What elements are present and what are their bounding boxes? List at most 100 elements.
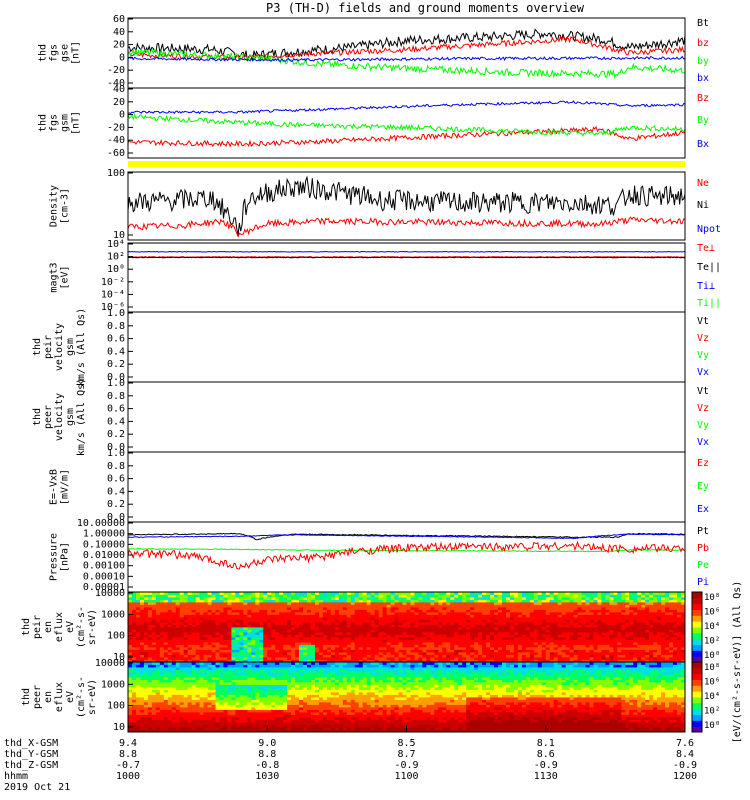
heatmap-cell xyxy=(187,614,193,618)
heatmap-cell xyxy=(139,599,145,603)
heatmap-cell xyxy=(430,659,435,663)
heatmap-cell xyxy=(581,604,586,608)
heatmap-cell xyxy=(557,609,563,613)
heatmap-cell xyxy=(159,674,165,678)
heatmap-cell xyxy=(458,607,463,610)
heatmap-cell xyxy=(597,659,602,663)
quality-flag-bar xyxy=(128,161,685,167)
heatmap-cell xyxy=(665,614,670,618)
heatmap-cell xyxy=(354,594,360,598)
heatmap-cell xyxy=(549,607,555,610)
heatmap-cell xyxy=(139,669,145,673)
heatmap-cell xyxy=(342,659,348,663)
heatmap-cell xyxy=(450,604,455,608)
heatmap-cell xyxy=(318,629,324,633)
heatmap-cell xyxy=(255,627,260,630)
heatmap-cell xyxy=(167,602,173,605)
heatmap-cell xyxy=(195,722,201,725)
heatmap-cell xyxy=(621,599,626,603)
heatmap-cell xyxy=(147,674,153,678)
heatmap-cell xyxy=(159,607,165,610)
heatmap-cell xyxy=(374,654,380,658)
heatmap-cell xyxy=(434,657,439,660)
y-tick-label: 0.00010 xyxy=(83,571,125,582)
heatmap-cell xyxy=(513,647,519,650)
heatmap-cell xyxy=(267,644,272,648)
heatmap-cell xyxy=(203,647,208,650)
heatmap-cell xyxy=(494,634,499,638)
panel-frame xyxy=(127,521,686,593)
heatmap-cell xyxy=(577,659,582,663)
heatmap-cell xyxy=(450,659,455,663)
heatmap-cell xyxy=(199,712,204,715)
heatmap-cell xyxy=(314,657,320,660)
heatmap-cell xyxy=(139,652,145,655)
heatmap-cell xyxy=(629,612,634,615)
heatmap-cell xyxy=(318,642,324,645)
y-axis-label: peer xyxy=(43,405,54,429)
heatmap-cell xyxy=(633,637,638,640)
heatmap-cell xyxy=(366,634,372,638)
y-tick-label: 1.0 xyxy=(107,378,125,389)
heatmap-cell xyxy=(239,714,244,718)
heatmap-cell xyxy=(243,684,248,688)
heatmap-cell xyxy=(143,634,149,638)
heatmap-cell xyxy=(633,594,638,598)
heatmap-cell xyxy=(330,642,336,645)
heatmap-cell xyxy=(334,612,340,615)
heatmap-cell xyxy=(569,609,574,613)
heatmap-cell xyxy=(498,649,503,653)
heatmap-cell xyxy=(227,627,232,630)
heatmap-cell xyxy=(661,612,666,615)
heatmap-cell xyxy=(215,677,220,680)
heatmap-cell xyxy=(509,654,515,658)
heatmap-cell xyxy=(402,634,407,638)
heatmap-cell xyxy=(314,652,320,655)
heatmap-cell xyxy=(450,622,455,625)
heatmap-cell xyxy=(565,597,571,600)
heatmap-cell xyxy=(617,594,622,598)
heatmap-cell xyxy=(267,652,272,655)
heatmap-cell xyxy=(207,607,212,610)
heatmap-cell xyxy=(390,642,395,645)
heatmap-cell xyxy=(191,662,197,665)
heatmap-cell xyxy=(569,594,574,598)
heatmap-cell xyxy=(513,639,519,643)
heatmap-cell xyxy=(235,684,240,688)
heatmap-cell xyxy=(358,614,364,618)
heatmap-cell xyxy=(589,622,594,625)
heatmap-cell xyxy=(251,652,256,655)
heatmap-cell xyxy=(613,599,618,603)
heatmap-cell xyxy=(486,627,491,630)
heatmap-cell xyxy=(494,659,499,663)
heatmap-cell xyxy=(239,669,244,673)
heatmap-cell xyxy=(581,629,586,633)
heatmap-cell xyxy=(498,617,503,620)
heatmap-cell xyxy=(521,627,527,630)
heatmap-cell xyxy=(657,629,662,633)
heatmap-cell xyxy=(382,602,388,605)
heatmap-cell xyxy=(406,634,411,638)
heatmap-cell xyxy=(295,639,300,643)
heatmap-cell xyxy=(589,657,594,660)
heatmap-cell xyxy=(641,637,646,640)
heatmap-cell xyxy=(498,654,503,658)
heatmap-cell xyxy=(633,612,638,615)
heatmap-cell xyxy=(314,639,320,643)
heatmap-cell xyxy=(195,687,201,690)
heatmap-cell xyxy=(374,614,380,618)
heatmap-cell xyxy=(525,649,531,653)
heatmap-cell xyxy=(247,644,252,648)
y-axis-label: E=-VxB xyxy=(49,469,60,505)
heatmap-cell xyxy=(545,644,551,648)
heatmap-cell xyxy=(438,597,443,600)
heatmap-cell xyxy=(458,594,463,598)
heatmap-cell xyxy=(458,654,463,658)
heatmap-cell xyxy=(498,637,503,640)
heatmap-cell xyxy=(219,594,224,598)
colorbar-tick: 10⁴ xyxy=(704,622,720,632)
heatmap-cell xyxy=(438,624,443,628)
heatmap-cell xyxy=(509,657,515,660)
heatmap-cell xyxy=(259,647,264,650)
heatmap-cell xyxy=(191,669,197,673)
